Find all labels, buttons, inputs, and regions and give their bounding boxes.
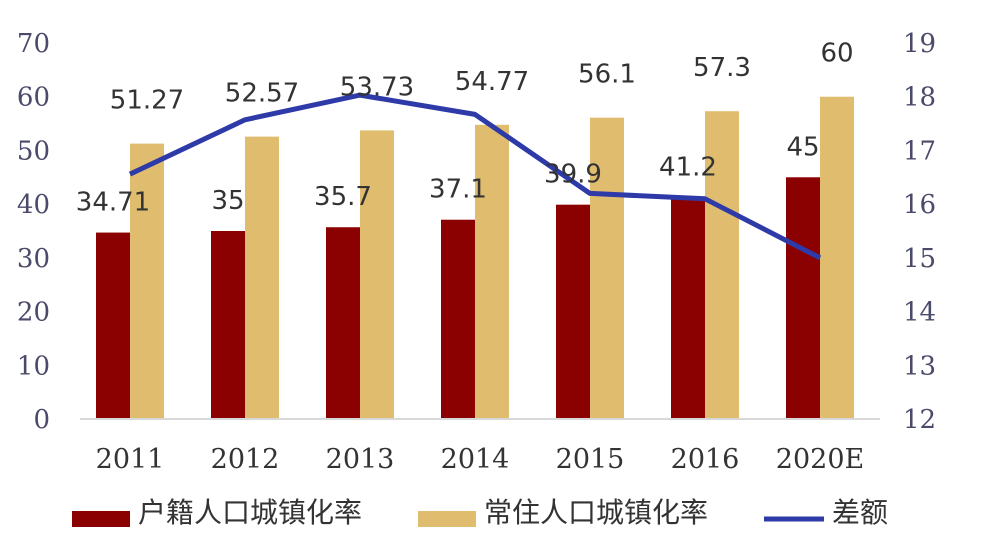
line-gap: [128, 92, 822, 261]
data-label-hukou-2020E: 45: [786, 132, 819, 162]
y-left-tick-60: 60: [17, 83, 50, 113]
bar-resident-2016: [705, 111, 739, 420]
data-label-resident-2012: 52.57: [225, 79, 299, 109]
x-axis: 2011 2012 2013 2014 2015 2016 2020E: [96, 444, 865, 475]
legend-swatch-resident: [418, 511, 476, 527]
y-left-tick-40: 40: [17, 190, 50, 220]
line-gap-path: [128, 92, 822, 261]
bar-hukou-2014: [441, 219, 475, 419]
data-label-hukou-2016: 41.2: [659, 153, 717, 183]
data-label-hukou-2011: 34.71: [76, 188, 150, 218]
bar-hukou-2013: [326, 227, 360, 419]
y-right-tick-16: 16: [903, 190, 936, 220]
y-right-tick-15: 15: [903, 244, 936, 274]
bars-resident: [130, 96, 854, 420]
x-tick-2012: 2012: [211, 444, 280, 475]
y-right-tick-12: 12: [903, 405, 936, 435]
y-axis-right: 12 13 14 15 16 17 18 19: [903, 29, 936, 435]
bar-resident-2012: [245, 136, 279, 419]
data-label-resident-2020E: 60: [820, 39, 853, 69]
data-label-hukou-2014: 37.1: [429, 175, 487, 205]
legend-swatch-hukou: [72, 511, 130, 527]
data-label-hukou-2015: 39.9: [544, 160, 602, 190]
y-right-tick-13: 13: [903, 351, 936, 381]
y-right-tick-18: 18: [903, 83, 936, 113]
bar-resident-2013: [360, 130, 394, 420]
bar-resident-2020E: [820, 96, 854, 419]
bar-hukou-2020E: [786, 177, 820, 419]
data-label-hukou-2012: 35: [211, 186, 244, 216]
bars-hukou: [96, 177, 820, 419]
bar-resident-2011: [130, 143, 164, 419]
x-tick-2015: 2015: [556, 444, 625, 475]
y-left-tick-70: 70: [17, 29, 50, 59]
y-left-tick-0: 0: [33, 405, 50, 435]
y-right-tick-19: 19: [903, 29, 936, 59]
y-right-tick-14: 14: [903, 298, 936, 328]
bar-hukou-2011: [96, 232, 130, 419]
legend: 户籍人口城镇化率 常住人口城镇化率 差额: [72, 496, 888, 529]
x-tick-2020E: 2020E: [776, 444, 864, 475]
data-label-resident-2013: 53.73: [340, 72, 414, 102]
legend-label-gap: 差额: [832, 496, 888, 529]
bar-hukou-2012: [211, 231, 245, 419]
legend-label-hukou: 户籍人口城镇化率: [138, 496, 362, 529]
y-left-tick-20: 20: [17, 298, 50, 328]
data-label-resident-2015: 56.1: [578, 60, 636, 90]
y-left-tick-30: 30: [17, 244, 50, 274]
x-tick-2011: 2011: [96, 444, 165, 475]
bar-hukou-2015: [556, 204, 590, 419]
x-tick-2014: 2014: [441, 444, 510, 475]
data-label-resident-2011: 51.27: [110, 86, 184, 116]
y-axis-left: 0 10 20 30 40 50 60 70: [17, 29, 50, 435]
legend-label-resident: 常住人口城镇化率: [484, 496, 708, 529]
data-labels: 34.71 51.27 35 52.57 35.7 53.73 37.1 54.77 39.9 5…: [76, 39, 854, 218]
y-left-tick-50: 50: [17, 136, 50, 166]
data-label-hukou-2013: 35.7: [314, 182, 372, 212]
bar-resident-2014: [475, 124, 509, 419]
data-label-resident-2014: 54.77: [455, 67, 529, 97]
data-label-resident-2016: 57.3: [693, 53, 751, 83]
bar-resident-2015: [590, 117, 624, 420]
y-left-tick-10: 10: [17, 351, 50, 381]
bar-hukou-2016: [671, 197, 705, 419]
x-tick-2013: 2013: [326, 444, 395, 475]
y-right-tick-17: 17: [903, 136, 936, 166]
x-tick-2016: 2016: [671, 444, 740, 475]
